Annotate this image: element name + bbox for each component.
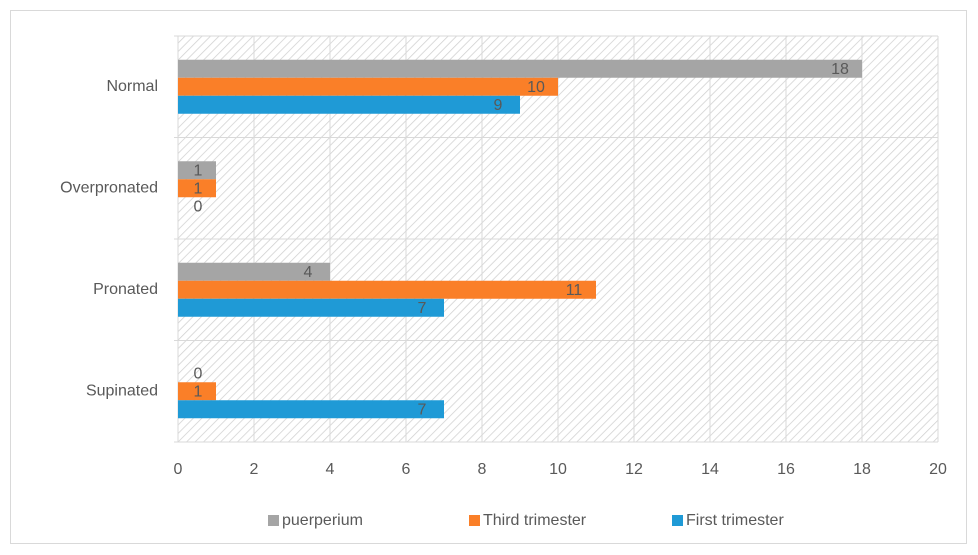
data-label: 9 [494, 97, 503, 114]
data-label: 11 [566, 282, 583, 299]
data-label: 1 [194, 162, 203, 179]
bar [178, 298, 444, 317]
bar [178, 77, 558, 96]
bar [178, 59, 862, 78]
data-label: 1 [194, 383, 203, 400]
legend-swatch [268, 515, 279, 526]
x-tick-label: 6 [402, 461, 411, 478]
bar [178, 95, 520, 114]
y-tick-label: Supinated [86, 382, 158, 399]
x-tick-label: 16 [777, 461, 795, 478]
bar [178, 382, 216, 401]
bar [178, 280, 596, 299]
x-tick-label: 10 [549, 461, 567, 478]
data-label: 7 [418, 300, 427, 317]
data-label: 10 [527, 79, 545, 96]
legend-swatch [469, 515, 480, 526]
data-label: 4 [304, 264, 313, 281]
data-label: 0 [194, 198, 203, 215]
x-tick-label: 18 [853, 461, 871, 478]
data-label: 7 [418, 401, 427, 418]
y-tick-label: Overpronated [60, 179, 158, 196]
x-tick-label: 4 [326, 461, 335, 478]
bar [178, 179, 216, 198]
legend-label: Third trimester [483, 512, 587, 529]
bar [178, 161, 216, 180]
data-label: 1 [194, 180, 203, 197]
legend-label: puerperium [282, 512, 363, 529]
x-tick-label: 14 [701, 461, 719, 478]
x-tick-label: 12 [625, 461, 643, 478]
y-tick-label: Normal [106, 78, 158, 95]
y-tick-label: Pronated [93, 281, 158, 298]
data-label: 18 [831, 61, 849, 78]
x-tick-label: 2 [250, 461, 259, 478]
bar [178, 262, 330, 281]
legend-label: First trimester [686, 512, 784, 529]
x-tick-label: 8 [478, 461, 487, 478]
x-tick-label: 20 [929, 461, 947, 478]
x-tick-label: 0 [174, 461, 183, 478]
data-label: 0 [194, 365, 203, 382]
legend-swatch [672, 515, 683, 526]
bar [178, 400, 444, 419]
